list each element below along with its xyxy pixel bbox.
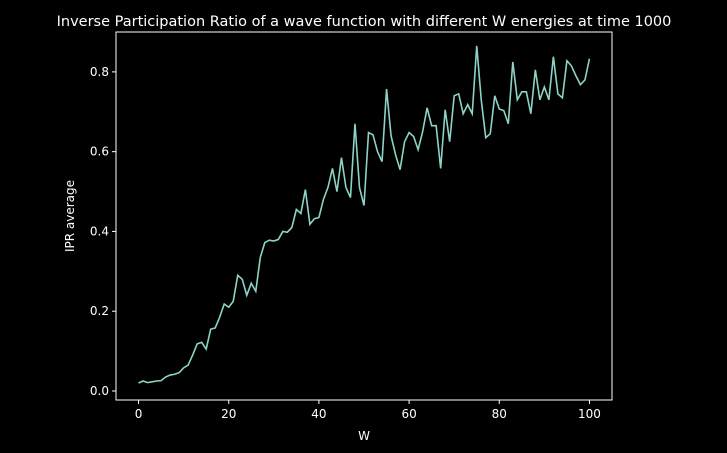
x-tick-label: 40 — [311, 407, 326, 421]
x-tick-label: 20 — [221, 407, 236, 421]
data-line — [138, 45, 591, 384]
x-axis-label: W — [358, 429, 370, 443]
y-tick-label: 0.6 — [90, 145, 109, 159]
x-tick-label: 60 — [401, 407, 416, 421]
y-tick-label: 0.8 — [90, 65, 109, 79]
y-tick-label: 0.4 — [90, 224, 109, 238]
chart-title: Inverse Participation Ratio of a wave fu… — [57, 14, 672, 30]
x-tick-label: 0 — [135, 407, 143, 421]
x-tick-label: 100 — [578, 407, 601, 421]
y-tick-label: 0.0 — [90, 384, 109, 398]
y-axis-label: IPR average — [63, 180, 77, 252]
plot-frame — [115, 31, 613, 401]
y-tick-label: 0.2 — [90, 304, 109, 318]
x-tick-label: 80 — [492, 407, 507, 421]
